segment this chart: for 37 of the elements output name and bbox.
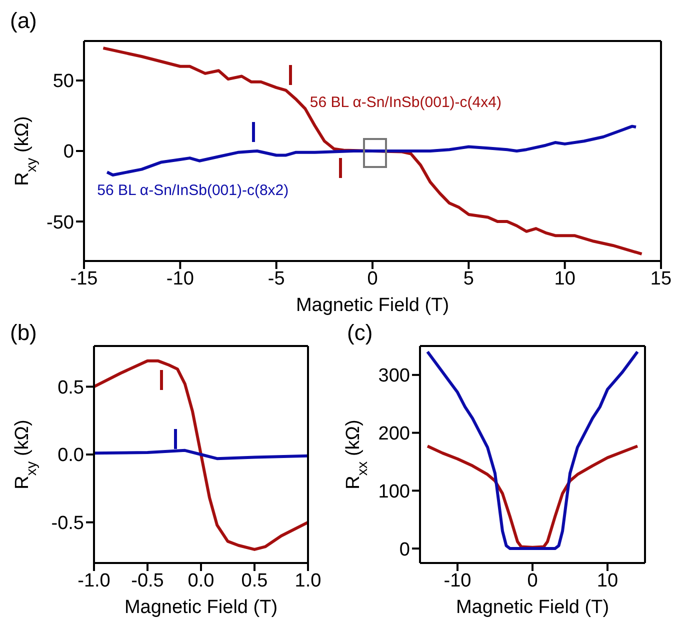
- y-tick-label: 200: [378, 424, 410, 445]
- x-tick-label: 10: [596, 570, 618, 592]
- x-tick-label: -0.5: [131, 570, 164, 592]
- y-tick-label: 0: [399, 539, 410, 560]
- series-label: 56 BL α-Sn/InSb(001)-c(4x4): [310, 94, 502, 112]
- line-series: [426, 350, 639, 550]
- x-axis-title: Magnetic Field (T): [296, 295, 450, 316]
- x-tick-label: -5: [268, 268, 285, 290]
- x-tick-label: 1.0: [294, 570, 322, 592]
- y-tick-label: 0: [63, 142, 74, 163]
- x-tick-label: 10: [554, 268, 576, 290]
- line-series: [94, 359, 308, 551]
- x-tick-label: -1.0: [78, 570, 110, 592]
- line-series: [106, 124, 638, 176]
- x-tick-label: -15: [70, 268, 98, 290]
- line-series: [426, 444, 639, 549]
- y-tick-label: 100: [378, 481, 410, 502]
- chart-title: (a): [10, 8, 37, 34]
- chart-title: (c): [347, 320, 373, 346]
- x-tick-label: 5: [463, 268, 474, 290]
- chart-title: (b): [10, 320, 37, 346]
- y-tick-label: 0.5: [58, 377, 84, 398]
- y-tick-label: 50: [52, 71, 74, 92]
- x-tick-label: -10: [166, 268, 194, 290]
- y-tick-label: 0.0: [58, 445, 84, 466]
- y-tick-label: -50: [46, 212, 74, 234]
- series-label: 56 BL α-Sn/InSb(001)-c(8x2): [97, 182, 289, 199]
- x-tick-label: -10: [444, 570, 472, 592]
- x-tick-label: 0.0: [188, 570, 214, 592]
- x-tick-label: 0.5: [241, 570, 268, 592]
- x-tick-label: 15: [650, 268, 672, 290]
- x-axis-title: Magnetic Field (T): [124, 597, 278, 618]
- y-tick-label: 300: [378, 366, 410, 387]
- line-series: [94, 448, 308, 460]
- x-tick-label: 0: [527, 570, 538, 592]
- y-tick-label: -0.5: [51, 513, 84, 534]
- x-axis-title: Magnetic Field (T): [456, 597, 610, 618]
